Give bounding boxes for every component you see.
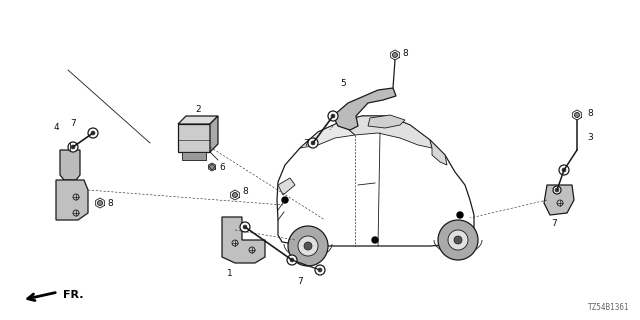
Circle shape bbox=[298, 236, 318, 256]
Polygon shape bbox=[368, 115, 405, 128]
Circle shape bbox=[331, 114, 335, 118]
Polygon shape bbox=[544, 185, 574, 215]
Text: FR.: FR. bbox=[63, 290, 83, 300]
Polygon shape bbox=[56, 180, 88, 220]
Text: 5: 5 bbox=[340, 78, 346, 87]
Circle shape bbox=[328, 111, 338, 121]
Polygon shape bbox=[182, 152, 206, 160]
Text: 8: 8 bbox=[402, 49, 408, 58]
Circle shape bbox=[290, 258, 294, 262]
Polygon shape bbox=[60, 150, 80, 180]
Text: 2: 2 bbox=[195, 105, 201, 114]
Polygon shape bbox=[340, 116, 432, 148]
Text: 8: 8 bbox=[587, 108, 593, 117]
Circle shape bbox=[287, 255, 297, 265]
Circle shape bbox=[311, 141, 315, 145]
Circle shape bbox=[304, 242, 312, 250]
Circle shape bbox=[392, 52, 397, 58]
Circle shape bbox=[91, 131, 95, 135]
Circle shape bbox=[97, 201, 102, 205]
Circle shape bbox=[288, 226, 328, 266]
Circle shape bbox=[372, 237, 378, 243]
Circle shape bbox=[318, 268, 322, 272]
Polygon shape bbox=[222, 217, 265, 263]
Circle shape bbox=[209, 164, 214, 170]
Circle shape bbox=[68, 142, 78, 152]
Circle shape bbox=[562, 168, 566, 172]
Circle shape bbox=[457, 212, 463, 218]
Text: 7: 7 bbox=[70, 118, 76, 127]
Circle shape bbox=[575, 113, 579, 117]
Polygon shape bbox=[277, 116, 474, 246]
Circle shape bbox=[282, 197, 288, 203]
Circle shape bbox=[438, 220, 478, 260]
Circle shape bbox=[448, 230, 468, 250]
Text: 6: 6 bbox=[219, 163, 225, 172]
Polygon shape bbox=[178, 124, 210, 152]
Text: 1: 1 bbox=[227, 268, 233, 277]
Polygon shape bbox=[430, 140, 447, 165]
Circle shape bbox=[555, 188, 559, 192]
Text: 4: 4 bbox=[53, 123, 59, 132]
Circle shape bbox=[315, 265, 325, 275]
Text: 7: 7 bbox=[297, 276, 303, 285]
Text: 3: 3 bbox=[587, 132, 593, 141]
Text: TZ54B1361: TZ54B1361 bbox=[588, 303, 630, 312]
Circle shape bbox=[553, 186, 561, 194]
Polygon shape bbox=[278, 178, 295, 195]
Circle shape bbox=[71, 145, 75, 149]
Circle shape bbox=[88, 128, 98, 138]
Circle shape bbox=[308, 138, 318, 148]
Polygon shape bbox=[210, 116, 218, 152]
Circle shape bbox=[240, 222, 250, 232]
Polygon shape bbox=[300, 122, 355, 148]
Circle shape bbox=[559, 165, 569, 175]
Text: 7: 7 bbox=[551, 219, 557, 228]
Circle shape bbox=[232, 193, 237, 197]
Circle shape bbox=[243, 225, 247, 229]
Polygon shape bbox=[178, 116, 218, 124]
Text: 8: 8 bbox=[242, 187, 248, 196]
Circle shape bbox=[454, 236, 462, 244]
Polygon shape bbox=[333, 88, 396, 130]
Text: 8: 8 bbox=[107, 198, 113, 207]
Text: 7: 7 bbox=[303, 139, 309, 148]
